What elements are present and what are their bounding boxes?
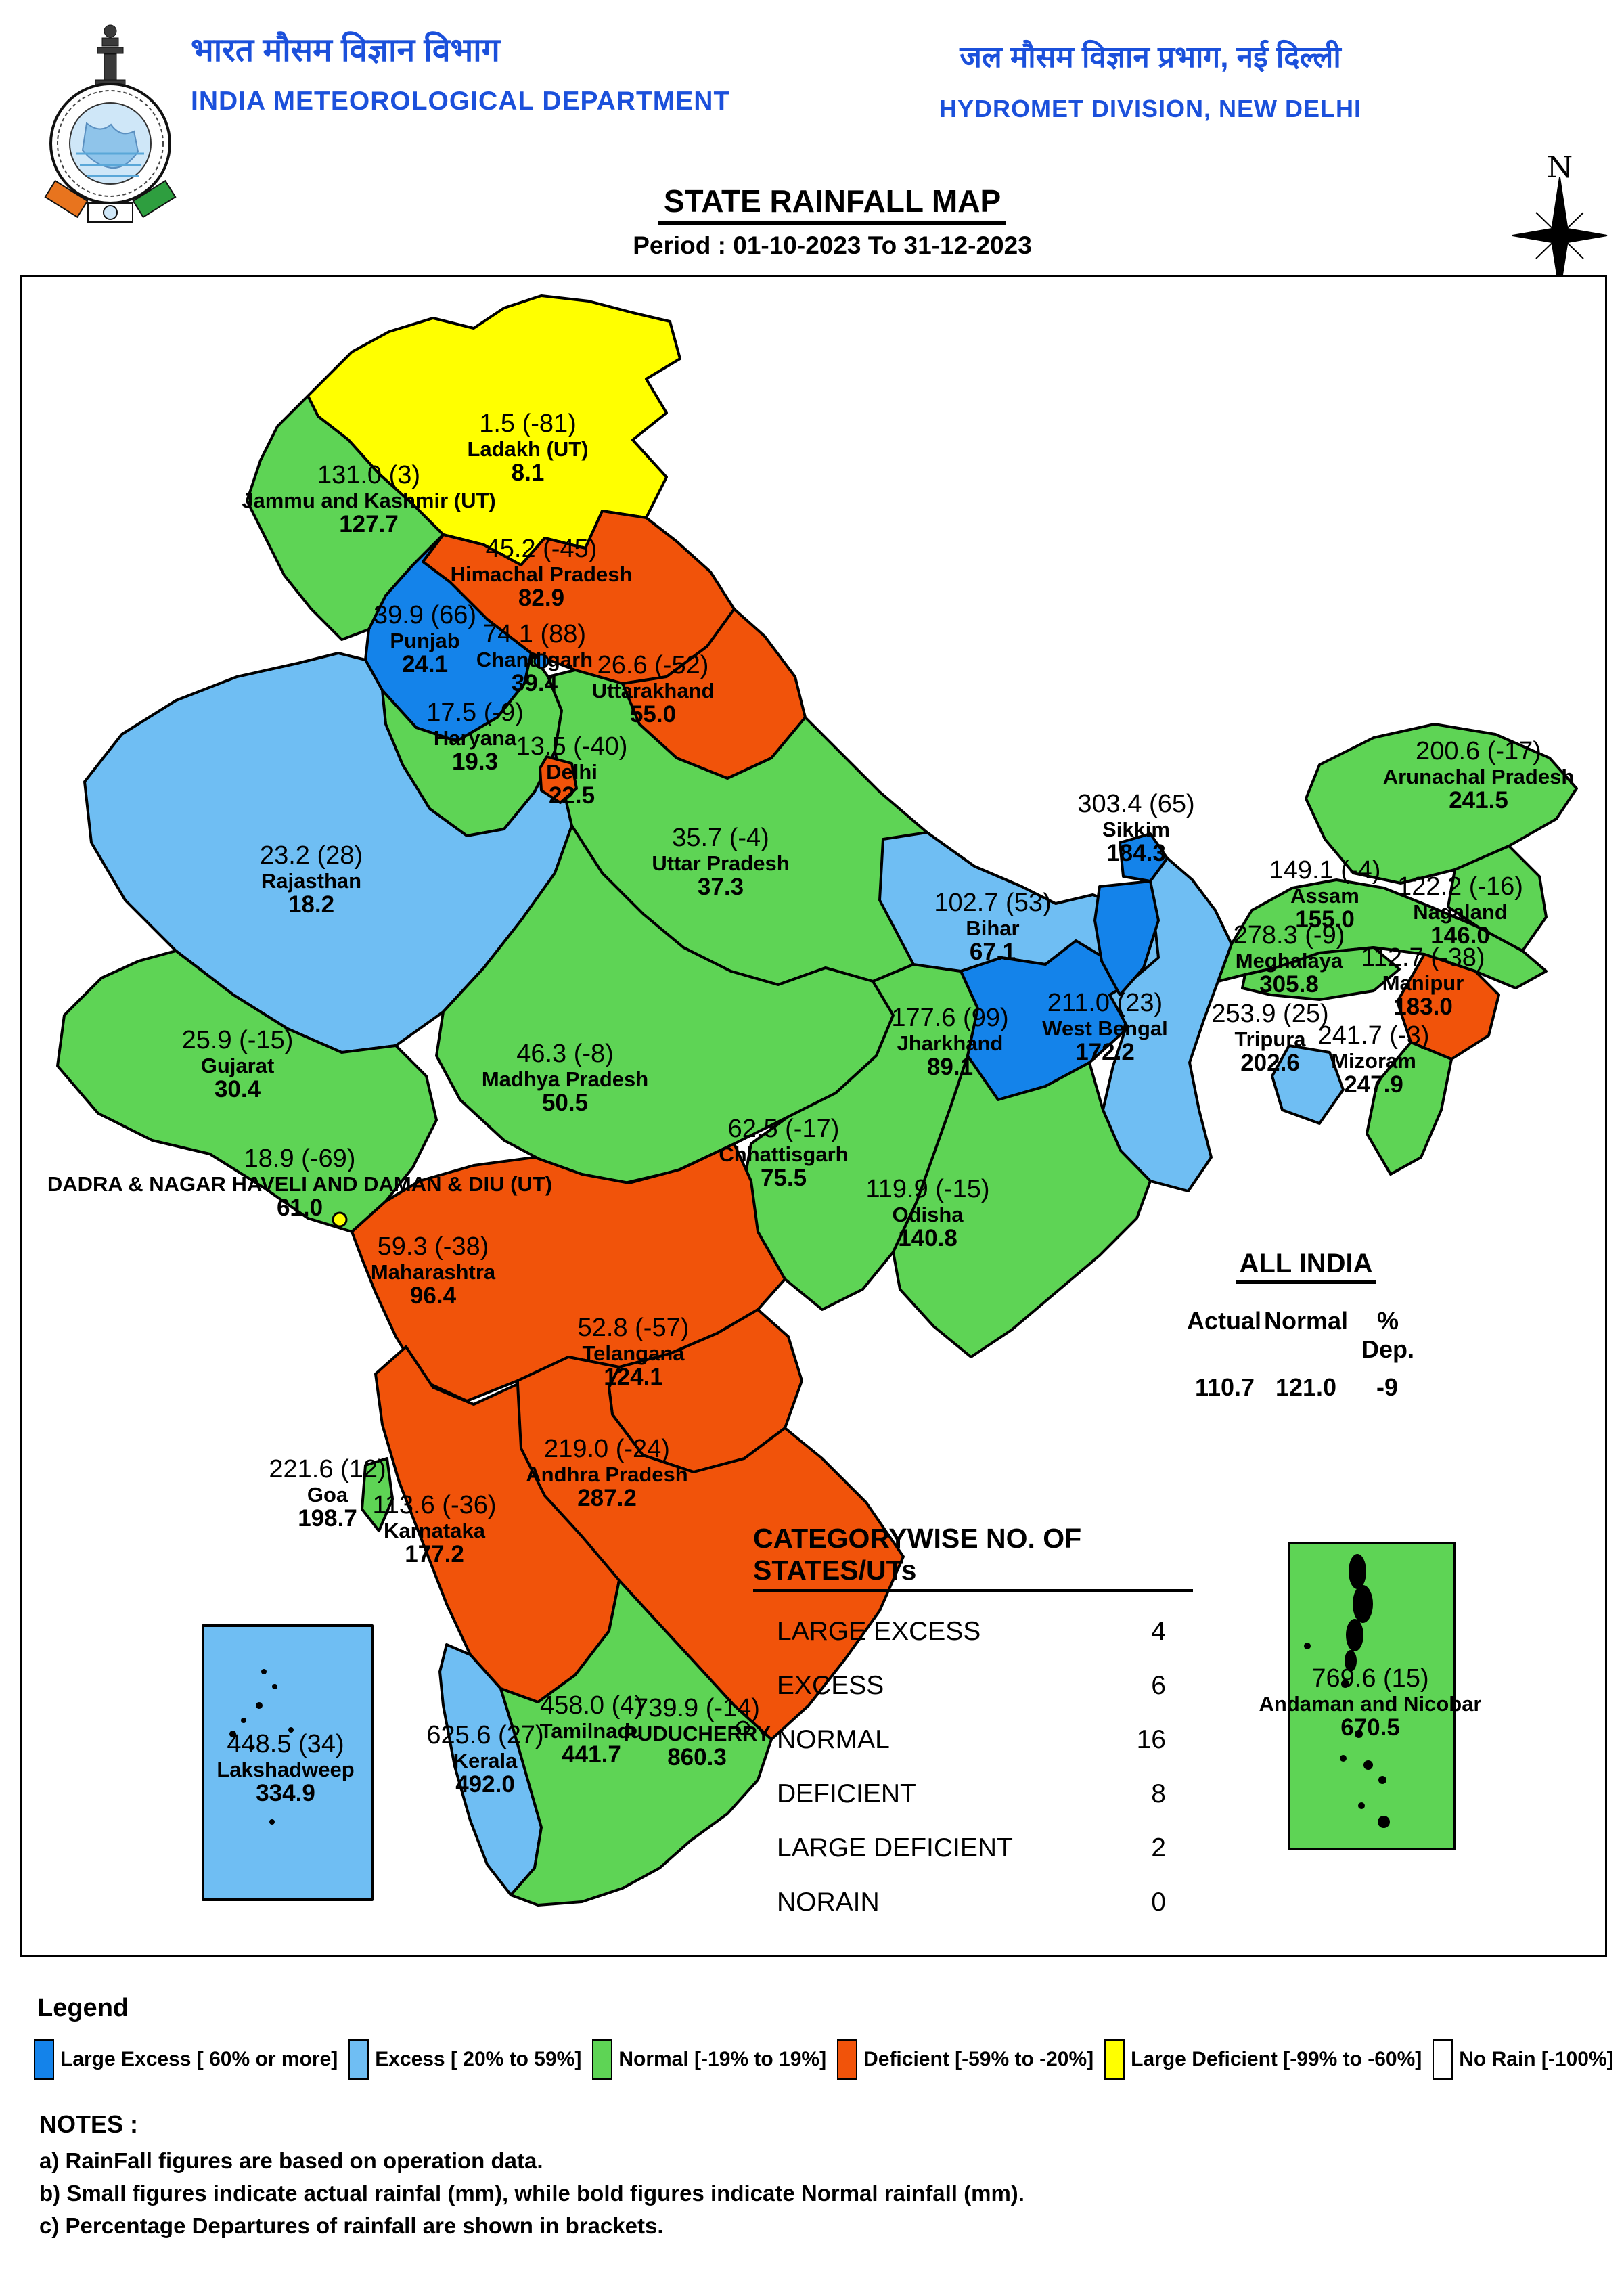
category-label: NORMAL [777,1725,890,1754]
all-india-col-normal: Normal [1263,1307,1349,1335]
categorywise-table: CATEGORYWISE NO. OF STATES/UTs LARGE EXC… [753,1523,1193,1917]
region-goa [361,1457,394,1532]
region-puducherry [736,1720,750,1735]
region-gujarat [56,950,438,1233]
division-name-hindi: जल मौसम विज्ञान प्रभाग, नई दिल्ली [960,41,1341,74]
legend-item-no-rain: No Rain [-100%] [1433,2039,1614,2080]
island-dots [229,1554,1390,1828]
category-count: 8 [1151,1779,1166,1808]
categorywise-heading: CATEGORYWISE NO. OF STATES/UTs [753,1523,1193,1592]
note-line: a) RainFall figures are based on operati… [39,2148,543,2173]
legend-swatch-deficient [837,2039,858,2080]
legend-label: Normal [-19% to 19%] [618,2048,827,2070]
category-count: 4 [1151,1617,1166,1646]
legend-swatch-normal [592,2039,613,2080]
region-rajasthan [83,652,573,1054]
region-west-bengal [1102,857,1233,1192]
all-india-col-dep: % Dep. [1361,1307,1415,1363]
region-manipur [1396,953,1500,1061]
region-lakshadweep-box [202,1624,374,1901]
all-india-col-actual: Actual [1186,1307,1261,1335]
org-name-english: INDIA METEOROLOGICAL DEPARTMENT [191,87,731,116]
category-label: LARGE EXCESS [777,1617,981,1646]
region-dnh-daman-diu [332,1211,348,1228]
legend-row: Large Excess [ 60% or more] Excess [ 20% … [34,2039,1614,2080]
legend-swatch-excess [348,2039,369,2080]
legend-item-deficient: Deficient [-59% to -20%] [837,2039,1093,2080]
category-label: EXCESS [777,1671,884,1700]
region-west-bengal-north [1093,880,1160,996]
notes-section: NOTES : a) RainFall figures are based on… [39,2110,1024,2239]
category-label: NORAIN [777,1888,880,1917]
notes-heading: NOTES : [39,2110,139,2138]
all-india-value-normal: 121.0 [1275,1373,1337,1401]
region-chandigarh [533,653,549,669]
all-india-value-dep: -9 [1376,1373,1398,1401]
period-label: Period : 01-10-2023 To 31-12-2023 [633,231,1032,259]
all-india-heading: ALL INDIA [1236,1249,1376,1284]
all-india-summary: ALL INDIA Actual Normal % Dep. 110.7 121… [1184,1249,1428,1402]
region-andaman-box [1288,1542,1456,1850]
all-india-value-actual: 110.7 [1194,1373,1255,1401]
region-meghalaya [1241,946,1401,1001]
imd-logo-icon [39,15,181,231]
legend-label: Large Deficient [-99% to -60%] [1131,2048,1422,2070]
category-count: 0 [1151,1888,1166,1917]
legend-label: No Rain [-100%] [1459,2048,1614,2070]
legend-swatch-no-rain [1433,2039,1453,2080]
category-row: DEFICIENT 8 [753,1779,1193,1809]
category-row: LARGE EXCESS 4 [753,1617,1193,1647]
legend-swatch-large-deficient [1104,2039,1125,2080]
region-odisha [892,1054,1152,1358]
legend-item-large-deficient: Large Deficient [-99% to -60%] [1104,2039,1422,2080]
category-row: NORMAL 16 [753,1725,1193,1755]
category-label: DEFICIENT [777,1779,916,1808]
region-tripura [1271,1044,1345,1125]
region-nagaland [1447,845,1548,952]
region-tamilnadu [499,1579,773,1907]
region-sikkim [1119,832,1169,883]
note-line: c) Percentage Departures of rainfall are… [39,2213,664,2238]
category-row: EXCESS 6 [753,1671,1193,1701]
category-count: 6 [1151,1671,1166,1700]
category-row: NORAIN 0 [753,1888,1193,1917]
legend-label: Deficient [-59% to -20%] [863,2048,1094,2070]
category-count: 2 [1151,1833,1166,1863]
legend-heading: Legend [37,1994,129,2022]
legend-item-large-excess: Large Excess [ 60% or more] [34,2039,338,2080]
note-line: b) Small figures indicate actual rainfal… [39,2181,1024,2206]
region-delhi [539,755,578,804]
legend-label: Large Excess [ 60% or more] [60,2048,338,2070]
legend-item-excess: Excess [ 20% to 59%] [348,2039,581,2080]
page-title: STATE RAINFALL MAP [0,183,1624,225]
legend-item-normal: Normal [-19% to 19%] [592,2039,826,2080]
category-row: LARGE DEFICIENT 2 [753,1833,1193,1863]
org-name-hindi: भारत मौसम विज्ञान विभाग [191,32,500,68]
region-mizoram [1366,1041,1453,1176]
legend-label: Excess [ 20% to 59%] [375,2048,582,2070]
region-arunachal [1305,723,1578,885]
category-label: LARGE DEFICIENT [777,1833,1013,1863]
category-count: 16 [1136,1725,1166,1754]
division-name-english: HYDROMET DIVISION, NEW DELHI [939,95,1362,122]
legend-swatch-large-excess [34,2039,54,2080]
